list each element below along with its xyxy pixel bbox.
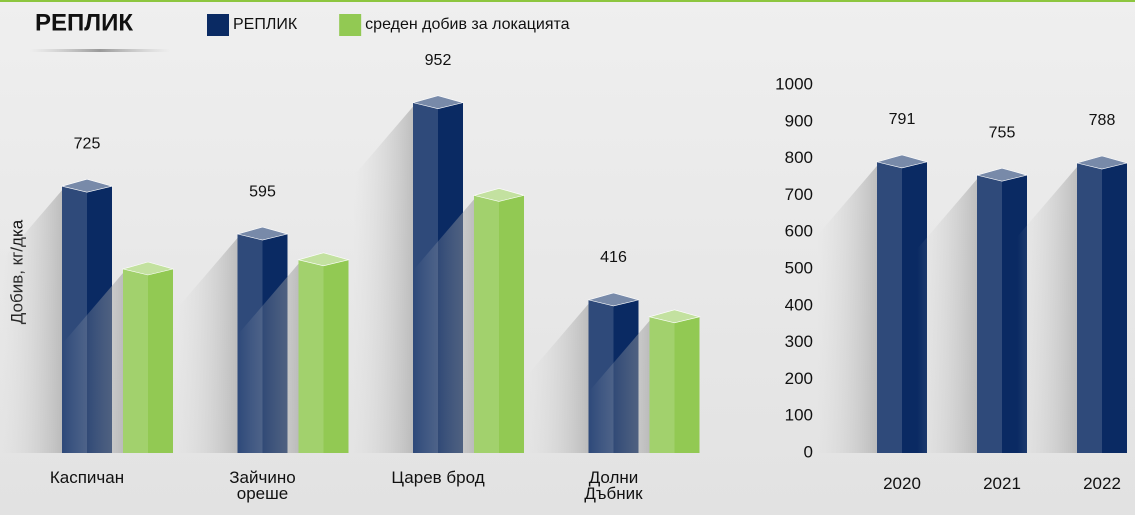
bar-shadow [353, 106, 413, 453]
legend-label: РЕПЛИК [233, 16, 298, 33]
bar-shadow [817, 165, 877, 454]
bar-shadow [1017, 167, 1077, 454]
bar-top [472, 188, 526, 202]
bar-shadow [589, 320, 650, 453]
y-tick-label: 1000 [775, 74, 813, 93]
bar-top [411, 95, 465, 109]
bar-face-right [499, 195, 524, 453]
bar-face-left [877, 161, 902, 454]
bar-face-left [1077, 163, 1102, 454]
y-tick-label: 100 [785, 406, 813, 425]
bar-shadow [63, 273, 123, 453]
data-label: 595 [249, 183, 276, 200]
data-label: 725 [74, 135, 101, 152]
x-tick-label: 2021 [983, 474, 1021, 493]
bar-face-left [474, 195, 499, 453]
bar-shadow [177, 238, 238, 453]
bar-top [1075, 155, 1129, 170]
x-tick-label: Зайчино ореше [229, 468, 296, 503]
legend-swatch [339, 14, 362, 36]
x-tick-label: Долни Дъбник [584, 468, 643, 503]
bar-shadow [414, 199, 474, 453]
bar-face-right [323, 259, 349, 453]
bar-top [648, 309, 701, 324]
y-tick-label: 0 [804, 442, 813, 461]
chart-title: РЕПЛИК [35, 9, 133, 36]
x-tick-label: 2020 [883, 474, 921, 493]
bar [589, 309, 701, 453]
bar-face-left [649, 316, 675, 453]
y-tick-label: 200 [785, 369, 813, 388]
y-tick-label: 800 [785, 148, 813, 167]
y-tick-label: 400 [785, 295, 813, 314]
bar [414, 188, 526, 453]
title-underline [30, 49, 170, 52]
y-tick-label: 900 [785, 111, 813, 130]
data-label: 788 [1089, 112, 1116, 129]
data-label: 755 [989, 124, 1016, 141]
legend-swatch [207, 14, 229, 36]
bar-top [975, 167, 1029, 182]
data-label: 791 [889, 111, 916, 128]
y-tick-label: 600 [785, 222, 813, 241]
bar-shadow [238, 263, 299, 453]
bar-shadow [2, 190, 62, 453]
bar-top [236, 226, 289, 241]
bar-face-left [298, 259, 324, 453]
bar-face-left [977, 175, 1002, 453]
x-tick-label: 2022 [1083, 474, 1121, 493]
bar-shadow [917, 179, 977, 453]
bar-top [297, 252, 350, 267]
bar-face-left [123, 269, 148, 453]
data-label: 952 [425, 52, 452, 69]
x-tick-label: Царев брод [391, 468, 485, 487]
x-tick-label: Каспичан [49, 468, 125, 487]
bar-top [587, 292, 640, 307]
bar-top [121, 261, 175, 276]
bar-top [875, 154, 929, 169]
bar [63, 261, 175, 453]
bar-top [60, 178, 114, 193]
bar [238, 252, 350, 453]
bar-face-right [148, 269, 173, 453]
legend-label: среден добив за локацията [365, 16, 570, 33]
bar-face-right [674, 316, 700, 453]
bar-face-right [1102, 163, 1127, 454]
y-tick-label: 700 [785, 185, 813, 204]
y-tick-label: 500 [785, 258, 813, 277]
data-label: 416 [600, 249, 627, 266]
bar [1017, 155, 1129, 454]
bar-shadow [528, 303, 589, 453]
bar [817, 154, 929, 454]
y-tick-label: 300 [785, 332, 813, 351]
